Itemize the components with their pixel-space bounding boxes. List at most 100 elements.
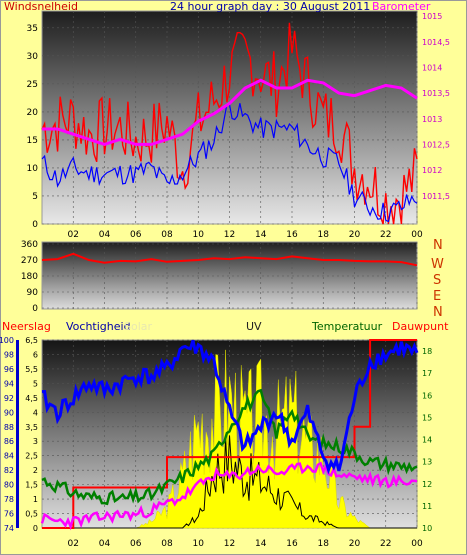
barometer-line — [42, 78, 418, 146]
barometer-y-tick-label: 1014,5 — [422, 38, 450, 47]
chart-title: 24 hour graph day : 30 August 2011 — [170, 0, 370, 13]
bottom-x-tick-label: 00 — [411, 539, 423, 549]
direction-letter-w: W — [431, 257, 444, 272]
top-x-tick-label: 10 — [193, 230, 205, 240]
humidity-y-tick-label: 82 — [4, 466, 14, 475]
bottom-x-tick-label: 12 — [224, 539, 235, 549]
rain-y-tick-label: 4,5 — [25, 394, 38, 403]
rain-y-tick-label: 6,5 — [25, 336, 38, 345]
top-x-tick-label: 20 — [349, 230, 361, 240]
rain-y-tick-label: 4 — [33, 408, 38, 417]
direction-letter-s: S — [433, 273, 441, 288]
barometer-y-tick-label: 1015 — [422, 12, 442, 21]
rain-y-tick-label: 6 — [33, 350, 38, 359]
bottom-x-tick-label: 08 — [161, 539, 173, 549]
humidity-line — [41, 339, 419, 475]
rain-y-tick-label: 3,5 — [25, 423, 38, 432]
top-x-tick-label: 00 — [411, 230, 423, 240]
direction-y-tick-label: 90 — [27, 288, 39, 298]
humidity-y-tick-label: 74 — [4, 524, 14, 533]
dewpoint-label: Dauwpunt — [392, 320, 449, 333]
barometer-y-tick-label: 1012,5 — [422, 140, 450, 149]
top-x-tick-label: 02 — [68, 230, 79, 240]
humidity-y-tick-label: 88 — [4, 423, 14, 432]
bottom-x-tick-label: 22 — [380, 539, 391, 549]
bottom-x-tick-label: 16 — [286, 539, 298, 549]
wind-y-tick-label: 0 — [32, 220, 38, 230]
temperature-y-tick-label: 15 — [422, 413, 432, 422]
temperature-y-tick-label: 12 — [422, 480, 432, 489]
temperature-y-tick-label: 10 — [422, 524, 432, 533]
dewpoint-line — [40, 461, 418, 531]
direction-y-tick-label: 180 — [21, 272, 38, 282]
temperature-line — [41, 388, 418, 506]
uv-label: UV — [246, 320, 262, 333]
bottom-x-tick-label: 02 — [68, 539, 79, 549]
rain-y-tick-label: 0,5 — [25, 510, 38, 519]
uv-line — [42, 435, 417, 529]
temperature-y-tick-label: 13 — [422, 458, 432, 467]
wind-y-tick-label: 35 — [27, 24, 38, 34]
top-x-tick-label: 14 — [255, 230, 267, 240]
humidity-label: Vochtigheid — [66, 320, 131, 333]
temperature-y-tick-label: 18 — [422, 347, 432, 356]
barometer-y-tick-label: 1014 — [422, 63, 442, 72]
humidity-y-tick-label: 96 — [4, 365, 14, 374]
humidity-y-tick-label: 94 — [4, 379, 14, 388]
rain-y-tick-label: 5 — [33, 379, 38, 388]
humidity-y-tick-label: 92 — [4, 394, 14, 403]
top-x-tick-label: 22 — [380, 230, 391, 240]
top-x-tick-label: 04 — [99, 230, 111, 240]
top-x-tick-label: 12 — [224, 230, 235, 240]
bottom-x-tick-label: 06 — [130, 539, 142, 549]
humidity-y-tick-label: 80 — [4, 481, 14, 490]
wind-speed-label: Windsnelheid — [4, 0, 78, 13]
direction-y-tick-label: 360 — [21, 240, 38, 250]
rain-y-tick-label: 0 — [33, 524, 38, 533]
wind-direction-line — [41, 252, 418, 267]
wind-y-tick-label: 25 — [27, 80, 38, 90]
bottom-x-tick-label: 04 — [99, 539, 111, 549]
solar-label: Solar — [124, 320, 153, 333]
temperature-y-tick-label: 14 — [422, 436, 432, 445]
rain-y-tick-label: 5,5 — [25, 365, 38, 374]
humidity-y-tick-label: 98 — [4, 350, 14, 359]
temperature-label: Temperatuur — [311, 320, 383, 333]
wind-y-tick-label: 20 — [27, 108, 39, 118]
top-x-tick-label: 18 — [318, 230, 330, 240]
humidity-y-tick-label: 78 — [4, 495, 14, 504]
barometer-y-tick-label: 1013,5 — [422, 89, 450, 98]
bottom-x-tick-label: 18 — [318, 539, 330, 549]
temperature-y-tick-label: 16 — [422, 391, 432, 400]
bottom-x-tick-label: 20 — [349, 539, 361, 549]
bottom-x-tick-label: 10 — [193, 539, 205, 549]
rain-y-tick-label: 1 — [33, 495, 38, 504]
humidity-y-tick-label: 86 — [4, 437, 14, 446]
direction-letter-n1: N — [433, 238, 443, 253]
humidity-y-tick-label: 76 — [4, 510, 14, 519]
temperature-y-tick-label: 17 — [422, 369, 432, 378]
top-x-tick-label: 16 — [286, 230, 298, 240]
humidity-y-tick-label: 100 — [0, 336, 14, 345]
barometer-label: Barometer — [372, 0, 431, 13]
temperature-y-tick-label: 11 — [422, 502, 432, 511]
wind-y-tick-label: 15 — [27, 136, 38, 146]
top-x-tick-label: 06 — [130, 230, 142, 240]
wind-y-tick-label: 10 — [27, 164, 39, 174]
direction-letter-n2: N — [433, 305, 443, 320]
wind-y-tick-label: 5 — [32, 192, 38, 202]
direction-letter-e: E — [433, 289, 441, 304]
barometer-y-tick-label: 1012 — [422, 166, 442, 175]
humidity-axis-bar — [16, 340, 19, 528]
humidity-y-tick-label: 90 — [4, 408, 14, 417]
rain-y-tick-label: 3 — [33, 437, 38, 446]
top-x-tick-label: 08 — [161, 230, 173, 240]
barometer-y-tick-label: 1013 — [422, 115, 442, 124]
wind-y-tick-label: 30 — [27, 52, 39, 62]
bottom-x-tick-label: 14 — [255, 539, 267, 549]
rain-line — [42, 339, 417, 529]
rain-y-tick-label: 2 — [33, 466, 38, 475]
direction-y-tick-label: 270 — [21, 256, 38, 266]
humidity-y-tick-label: 84 — [4, 452, 14, 461]
